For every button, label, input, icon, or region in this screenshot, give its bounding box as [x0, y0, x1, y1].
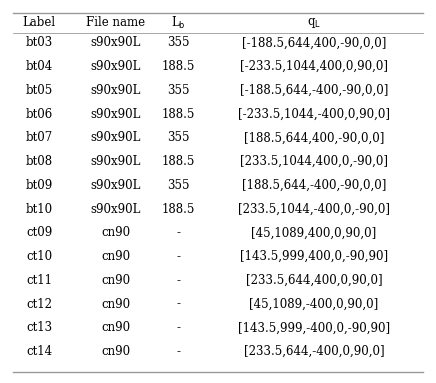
- Text: [188.5,644,400,-90,0,0]: [188.5,644,400,-90,0,0]: [244, 131, 384, 144]
- Text: [233.5,644,-400,0,90,0]: [233.5,644,-400,0,90,0]: [244, 345, 384, 358]
- Text: [-233.5,1044,-400,0,90,0]: [-233.5,1044,-400,0,90,0]: [238, 108, 390, 121]
- Text: 355: 355: [167, 179, 190, 192]
- Text: s90x90L: s90x90L: [90, 108, 141, 121]
- Text: -: -: [177, 321, 181, 334]
- Text: bt07: bt07: [26, 131, 53, 144]
- Text: s90x90L: s90x90L: [90, 60, 141, 73]
- Text: 188.5: 188.5: [162, 60, 195, 73]
- Text: -: -: [177, 298, 181, 311]
- Text: File name: File name: [86, 16, 145, 29]
- Text: [45,1089,-400,0,90,0]: [45,1089,-400,0,90,0]: [249, 298, 378, 311]
- Text: ct11: ct11: [26, 274, 52, 287]
- Text: bt04: bt04: [26, 60, 53, 73]
- Text: ct10: ct10: [26, 250, 52, 263]
- Text: [45,1089,400,0,90,0]: [45,1089,400,0,90,0]: [251, 226, 377, 239]
- Text: s90x90L: s90x90L: [90, 203, 141, 216]
- Text: cn90: cn90: [101, 321, 130, 334]
- Text: cn90: cn90: [101, 274, 130, 287]
- Text: s90x90L: s90x90L: [90, 84, 141, 97]
- Text: bt06: bt06: [26, 108, 53, 121]
- Text: Label: Label: [23, 16, 56, 29]
- Text: cn90: cn90: [101, 345, 130, 358]
- Text: [-188.5,644,400,-90,0,0]: [-188.5,644,400,-90,0,0]: [242, 36, 386, 49]
- Text: ct09: ct09: [26, 226, 52, 239]
- Text: 355: 355: [167, 84, 190, 97]
- Text: bt09: bt09: [26, 179, 53, 192]
- Text: q$_\mathrm{L}$: q$_\mathrm{L}$: [307, 16, 321, 30]
- Text: L$_\mathrm{b}$: L$_\mathrm{b}$: [171, 15, 186, 31]
- Text: -: -: [177, 226, 181, 239]
- Text: ct12: ct12: [26, 298, 52, 311]
- Text: 188.5: 188.5: [162, 203, 195, 216]
- Text: s90x90L: s90x90L: [90, 36, 141, 49]
- Text: ct13: ct13: [26, 321, 52, 334]
- Text: -: -: [177, 345, 181, 358]
- Text: [233.5,644,400,0,90,0]: [233.5,644,400,0,90,0]: [245, 274, 382, 287]
- Text: [-233.5,1044,400,0,90,0]: [-233.5,1044,400,0,90,0]: [240, 60, 388, 73]
- Text: ct14: ct14: [26, 345, 52, 358]
- Text: s90x90L: s90x90L: [90, 155, 141, 168]
- Text: 188.5: 188.5: [162, 108, 195, 121]
- Text: [233.5,1044,400,0,-90,0]: [233.5,1044,400,0,-90,0]: [240, 155, 388, 168]
- Text: [143.5,999,400,0,-90,90]: [143.5,999,400,0,-90,90]: [240, 250, 388, 263]
- Text: bt05: bt05: [26, 84, 53, 97]
- Text: cn90: cn90: [101, 226, 130, 239]
- Text: 355: 355: [167, 36, 190, 49]
- Text: s90x90L: s90x90L: [90, 179, 141, 192]
- Text: -: -: [177, 274, 181, 287]
- Text: 188.5: 188.5: [162, 155, 195, 168]
- Text: s90x90L: s90x90L: [90, 131, 141, 144]
- Text: [188.5,644,-400,-90,0,0]: [188.5,644,-400,-90,0,0]: [242, 179, 386, 192]
- Text: bt03: bt03: [26, 36, 53, 49]
- Text: cn90: cn90: [101, 298, 130, 311]
- Text: -: -: [177, 250, 181, 263]
- Text: [143.5,999,-400,0,-90,90]: [143.5,999,-400,0,-90,90]: [238, 321, 390, 334]
- Text: bt10: bt10: [26, 203, 53, 216]
- Text: 355: 355: [167, 131, 190, 144]
- Text: cn90: cn90: [101, 250, 130, 263]
- Text: [233.5,1044,-400,0,-90,0]: [233.5,1044,-400,0,-90,0]: [238, 203, 390, 216]
- Text: bt08: bt08: [26, 155, 53, 168]
- Text: [-188.5,644,-400,-90,0,0]: [-188.5,644,-400,-90,0,0]: [240, 84, 388, 97]
